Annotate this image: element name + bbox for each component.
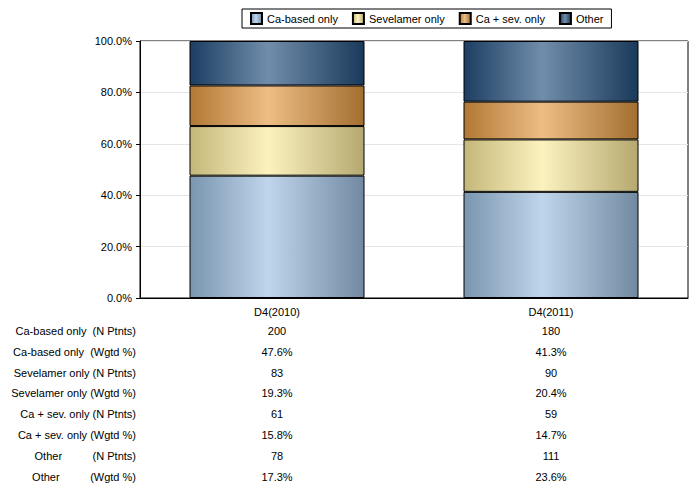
- svg-text:180: 180: [542, 325, 560, 337]
- svg-text:17.3%: 17.3%: [261, 471, 292, 483]
- svg-text:200: 200: [268, 325, 286, 337]
- svg-text:100.0%: 100.0%: [95, 35, 133, 47]
- svg-text:23.6%: 23.6%: [535, 471, 566, 483]
- svg-text:20.4%: 20.4%: [535, 387, 566, 399]
- svg-text:59: 59: [545, 408, 557, 420]
- svg-text:61: 61: [271, 408, 283, 420]
- svg-text:Ca-based only (N Ptnts): Ca-based only (N Ptnts): [16, 325, 136, 337]
- svg-text:19.3%: 19.3%: [261, 387, 292, 399]
- svg-text:Ca + sev. only (Wgtd %): Ca + sev. only (Wgtd %): [18, 429, 136, 441]
- svg-text:Ca-based only (Wgtd %): Ca-based only (Wgtd %): [13, 346, 136, 358]
- svg-text:90: 90: [545, 367, 557, 379]
- svg-text:Sevelamer only: Sevelamer only: [369, 13, 445, 25]
- svg-text:14.7%: 14.7%: [535, 429, 566, 441]
- svg-text:60.0%: 60.0%: [101, 138, 132, 150]
- svg-text:Other: Other: [576, 13, 604, 25]
- svg-text:D4(2011): D4(2011): [528, 306, 573, 318]
- svg-text:80.0%: 80.0%: [101, 86, 132, 98]
- svg-text:Ca + sev. only (N Ptnts): Ca + sev. only (N Ptnts): [20, 408, 136, 420]
- svg-text:Ca + sev. only: Ca + sev. only: [476, 13, 546, 25]
- svg-text:41.3%: 41.3%: [535, 346, 566, 358]
- svg-text:Sevelamer only (N Ptnts): Sevelamer only (N Ptnts): [14, 367, 136, 379]
- svg-text:D4(2010): D4(2010): [254, 306, 300, 318]
- svg-text:83: 83: [271, 367, 283, 379]
- svg-text:Other (N Ptnts): Other (N Ptnts): [35, 450, 136, 462]
- svg-text:Other (Wgtd %): Other (Wgtd %): [32, 471, 136, 483]
- svg-text:47.6%: 47.6%: [261, 346, 292, 358]
- svg-text:78: 78: [271, 450, 283, 462]
- svg-text:0.0%: 0.0%: [107, 292, 132, 304]
- svg-text:15.8%: 15.8%: [261, 429, 292, 441]
- svg-text:Sevelamer only (Wgtd %): Sevelamer only (Wgtd %): [11, 387, 136, 399]
- svg-text:Ca-based only: Ca-based only: [267, 13, 338, 25]
- svg-text:111: 111: [543, 450, 560, 462]
- svg-text:40.0%: 40.0%: [101, 189, 132, 201]
- svg-text:20.0%: 20.0%: [101, 241, 132, 253]
